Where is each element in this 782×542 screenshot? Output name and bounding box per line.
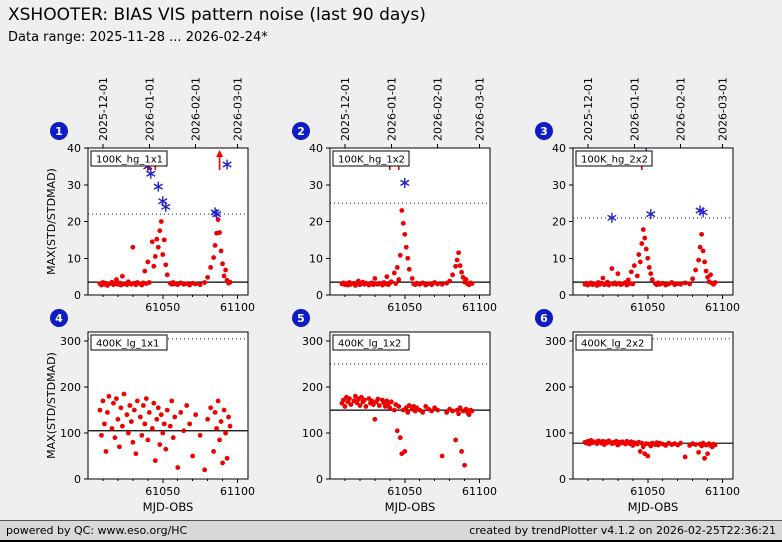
svg-text:0: 0 [316,289,323,302]
svg-text:30: 30 [67,179,81,192]
subplot-label: 100K_hg_2x2 [581,155,648,166]
scatter-chart-400K_lg_1x2[interactable]: 0 100 200 300 61050 61100 400K_lg_1x2 MJD-OBS [284,324,497,517]
footer-powered-by: powered by QC: www.eso.org/HC [6,524,188,537]
plot-panel-2[interactable]: 2 0 10 20 30 40 61050 61100 2025-12-01 2026-01-01… [284,76,497,317]
svg-text:40: 40 [309,142,323,155]
svg-text:100: 100 [302,427,323,440]
svg-text:2026-01-01: 2026-01-01 [143,77,156,141]
svg-text:200: 200 [60,381,81,394]
svg-text:61100: 61100 [462,301,497,314]
plot-badge-4[interactable]: 4 [50,309,68,327]
svg-text:61050: 61050 [630,301,665,314]
svg-text:61100: 61100 [705,301,740,314]
svg-text:40: 40 [67,142,81,155]
svg-text:10: 10 [67,252,81,265]
scatter-chart-100K_hg_1x1[interactable]: 0 10 20 30 40 61050 61100 2025-12-01 2026-01-01 2… [42,76,255,317]
footer-bar: powered by QC: www.eso.org/HC created by… [0,520,782,542]
subplot-label: 400K_lg_1x2 [338,339,401,350]
scatter-chart-400K_lg_1x1[interactable]: 0 100 200 300 61050 61100 400K_lg_1x1 MAX(STD/S… [42,324,255,517]
svg-text:61100: 61100 [220,485,255,498]
scatter-chart-400K_lg_2x2[interactable]: 0 100 200 300 61050 61100 400K_lg_2x2 MJD-OBS [527,324,740,517]
svg-text:2026-03-01: 2026-03-01 [474,77,487,141]
svg-text:20: 20 [67,216,81,229]
svg-text:2025-12-01: 2025-12-01 [582,77,595,141]
svg-text:100: 100 [545,427,566,440]
x-axis-label: MJD-OBS [143,500,194,514]
svg-text:300: 300 [302,335,323,348]
svg-text:61050: 61050 [387,485,422,498]
svg-text:61050: 61050 [630,485,665,498]
plot-badge-1[interactable]: 1 [50,122,68,140]
x-axis-label: MJD-OBS [628,500,679,514]
svg-text:2025-12-01: 2025-12-01 [339,77,352,141]
svg-text:20: 20 [552,216,566,229]
svg-text:61050: 61050 [145,485,180,498]
plot-panel-6[interactable]: 6 0 100 200 300 61050 61100 400K_lg_2x2 MJD-OBS [527,309,740,542]
svg-text:0: 0 [74,289,81,302]
svg-text:100: 100 [60,427,81,440]
svg-text:2026-01-01: 2026-01-01 [385,77,398,141]
plot-panel-1[interactable]: 1 0 10 20 30 40 61050 61100 2025-12-01 2026-01-01… [42,76,255,317]
y-axis-label: MAX(STD/STDMAD) [45,352,58,459]
svg-text:30: 30 [552,179,566,192]
svg-text:200: 200 [302,381,323,394]
page-title: XSHOOTER: BIAS VIS pattern noise (last 9… [8,5,426,25]
svg-text:61100: 61100 [462,485,497,498]
svg-text:40: 40 [552,142,566,155]
date-range: Data range: 2025-11-28 ... 2026-02-24* [8,30,268,45]
svg-text:2026-02-01: 2026-02-01 [675,77,688,141]
svg-text:2025-12-01: 2025-12-01 [97,77,110,141]
y-axis-label: MAX(STD/STDMAD) [45,168,58,275]
svg-text:2026-03-01: 2026-03-01 [717,77,730,141]
svg-text:10: 10 [552,252,566,265]
svg-text:61100: 61100 [705,485,740,498]
svg-text:61050: 61050 [145,301,180,314]
svg-text:30: 30 [309,179,323,192]
svg-text:2026-01-01: 2026-01-01 [628,77,641,141]
plot-badge-2[interactable]: 2 [292,122,310,140]
svg-text:0: 0 [559,289,566,302]
plot-panel-4[interactable]: 4 0 100 200 300 61050 61100 400K_lg_1x1 MAX(STD/… [42,309,255,542]
plot-badge-3[interactable]: 3 [535,122,553,140]
svg-text:0: 0 [559,473,566,486]
plot-badge-5[interactable]: 5 [292,309,310,327]
svg-text:200: 200 [545,381,566,394]
svg-text:0: 0 [74,473,81,486]
subplot-label: 100K_hg_1x2 [338,155,405,166]
scatter-chart-100K_hg_2x2[interactable]: 0 10 20 30 40 61050 61100 2025-12-01 2026-01-01 2… [527,76,740,317]
x-axis-label: MJD-OBS [385,500,436,514]
svg-text:300: 300 [60,335,81,348]
svg-text:2026-02-01: 2026-02-01 [432,77,445,141]
plot-badge-6[interactable]: 6 [535,309,553,327]
subplot-label: 100K_hg_1x1 [96,155,163,166]
svg-text:300: 300 [545,335,566,348]
svg-text:61050: 61050 [387,301,422,314]
svg-text:2026-03-01: 2026-03-01 [232,77,245,141]
subplot-label: 400K_lg_2x2 [581,339,644,350]
subplot-label: 400K_lg_1x1 [96,339,159,350]
footer-created-by: created by trendPlotter v4.1.2 on 2026-0… [469,524,776,537]
svg-text:20: 20 [309,216,323,229]
svg-text:10: 10 [309,252,323,265]
svg-text:61100: 61100 [220,301,255,314]
svg-text:2026-02-01: 2026-02-01 [190,77,203,141]
plot-panel-5[interactable]: 5 0 100 200 300 61050 61100 400K_lg_1x2 MJD-OBS [284,309,497,542]
svg-text:0: 0 [316,473,323,486]
plot-panel-3[interactable]: 3 0 10 20 30 40 61050 61100 2025-12-01 2026-01-01… [527,76,740,317]
scatter-chart-100K_hg_1x2[interactable]: 0 10 20 30 40 61050 61100 2025-12-01 2026-01-01 2… [284,76,497,317]
